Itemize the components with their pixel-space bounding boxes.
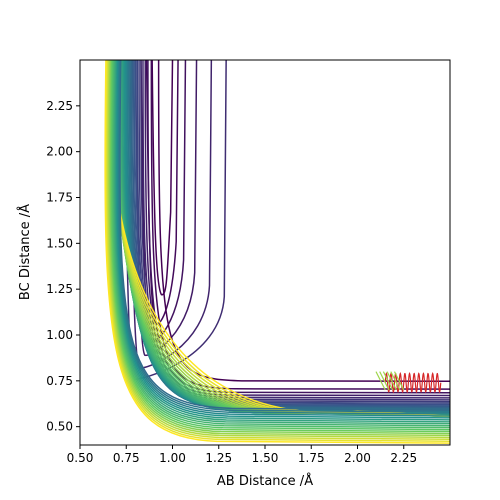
y-tick-label: 1.25 (46, 282, 73, 296)
contour-line (118, 60, 450, 413)
trajectory (375, 371, 442, 394)
trajectory-line (384, 371, 442, 394)
x-tick-label: 0.75 (113, 451, 140, 465)
contour-line (106, 60, 450, 441)
contour-line (112, 60, 450, 427)
x-tick-label: 1.75 (298, 451, 325, 465)
x-tick-label: 2.25 (390, 451, 417, 465)
y-axis-ticks: 0.50 0.75 1.00 1.25 1.50 1.75 2.00 2.25 (46, 99, 80, 434)
contour-line (106, 60, 450, 439)
y-tick-label: 2.00 (46, 145, 73, 159)
contour-line (119, 60, 450, 411)
y-tick-label: 1.00 (46, 328, 73, 342)
y-tick-label: 1.50 (46, 236, 73, 250)
trajectory-contour (393, 371, 405, 391)
y-axis-label: BC Distance /Å (17, 204, 33, 300)
trajectory-contour (390, 371, 401, 391)
contour-line (104, 60, 450, 444)
contour-lines (104, 60, 450, 444)
contour-line (151, 60, 174, 296)
trajectory-contour (379, 371, 390, 391)
contour-line (108, 60, 450, 435)
y-tick-label: 1.75 (46, 191, 73, 205)
x-axis-label: AB Distance /Å (217, 473, 313, 489)
x-tick-label: 2.00 (344, 451, 371, 465)
x-tick-label: 1.00 (159, 451, 186, 465)
x-tick-label: 1.50 (252, 451, 279, 465)
contour-line (110, 60, 450, 431)
contour-line (115, 60, 450, 419)
contour-line (113, 60, 450, 425)
contour-line (109, 60, 450, 433)
y-tick-label: 0.50 (46, 420, 73, 434)
trajectory-contour (375, 371, 386, 391)
x-tick-label: 0.50 (67, 451, 94, 465)
trajectory-contour (382, 371, 394, 391)
contour-line (107, 60, 450, 437)
trajectory-contour (386, 371, 397, 391)
y-tick-label: 2.25 (46, 99, 73, 113)
contour-line (117, 60, 450, 415)
contour-line (114, 60, 450, 421)
contour-line (113, 60, 450, 423)
contour-line (105, 60, 450, 442)
contour-line (111, 60, 450, 429)
x-tick-label: 1.25 (205, 451, 232, 465)
x-axis-ticks: 0.50 0.75 1.00 1.25 1.50 1.75 2.00 2.25 (67, 445, 417, 465)
contour-line (116, 60, 450, 417)
y-tick-label: 0.75 (46, 374, 73, 388)
